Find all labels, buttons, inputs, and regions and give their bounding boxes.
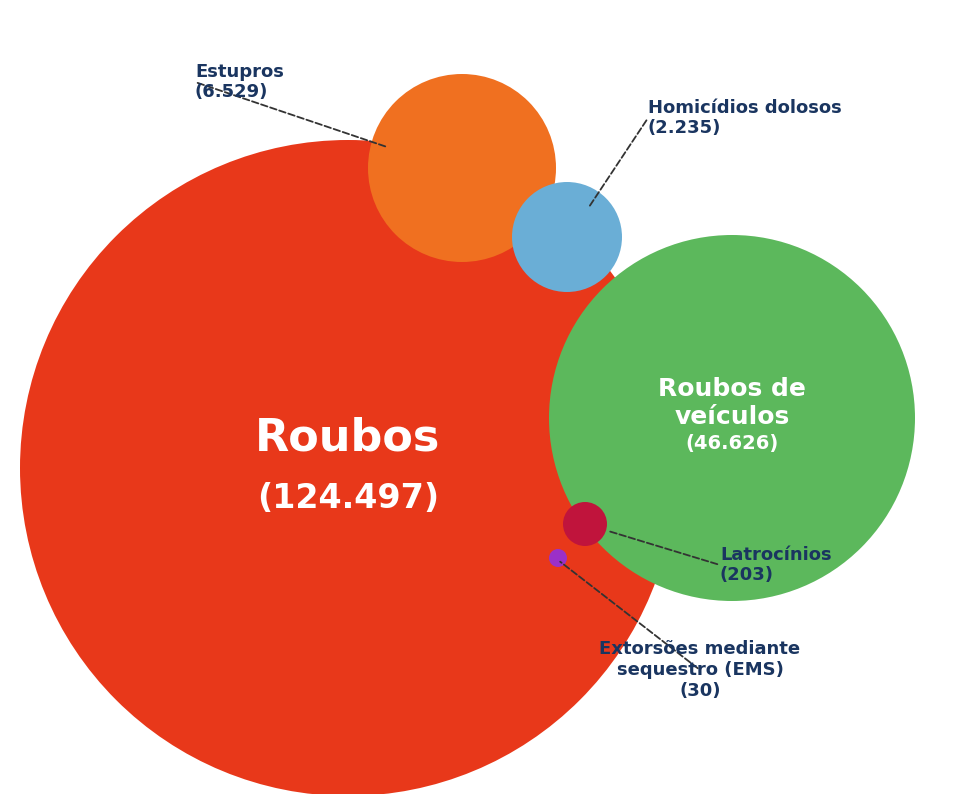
Text: (124.497): (124.497) [257,481,438,515]
Text: Estupros
(6.529): Estupros (6.529) [195,63,283,102]
Circle shape [511,182,622,292]
Text: Roubos: Roubos [255,417,440,460]
Circle shape [549,235,914,601]
Text: Extorsões mediante
sequestro (EMS)
(30): Extorsões mediante sequestro (EMS) (30) [599,640,800,700]
Text: Roubos de: Roubos de [657,377,805,402]
Circle shape [549,549,566,567]
Text: Latrocínios
(203): Latrocínios (203) [719,545,830,584]
Text: (46.626): (46.626) [684,434,777,453]
Text: veículos: veículos [674,404,789,429]
Circle shape [20,140,676,794]
Circle shape [562,502,606,546]
Text: Homicídios dolosos
(2.235): Homicídios dolosos (2.235) [648,98,841,137]
Circle shape [368,74,555,262]
